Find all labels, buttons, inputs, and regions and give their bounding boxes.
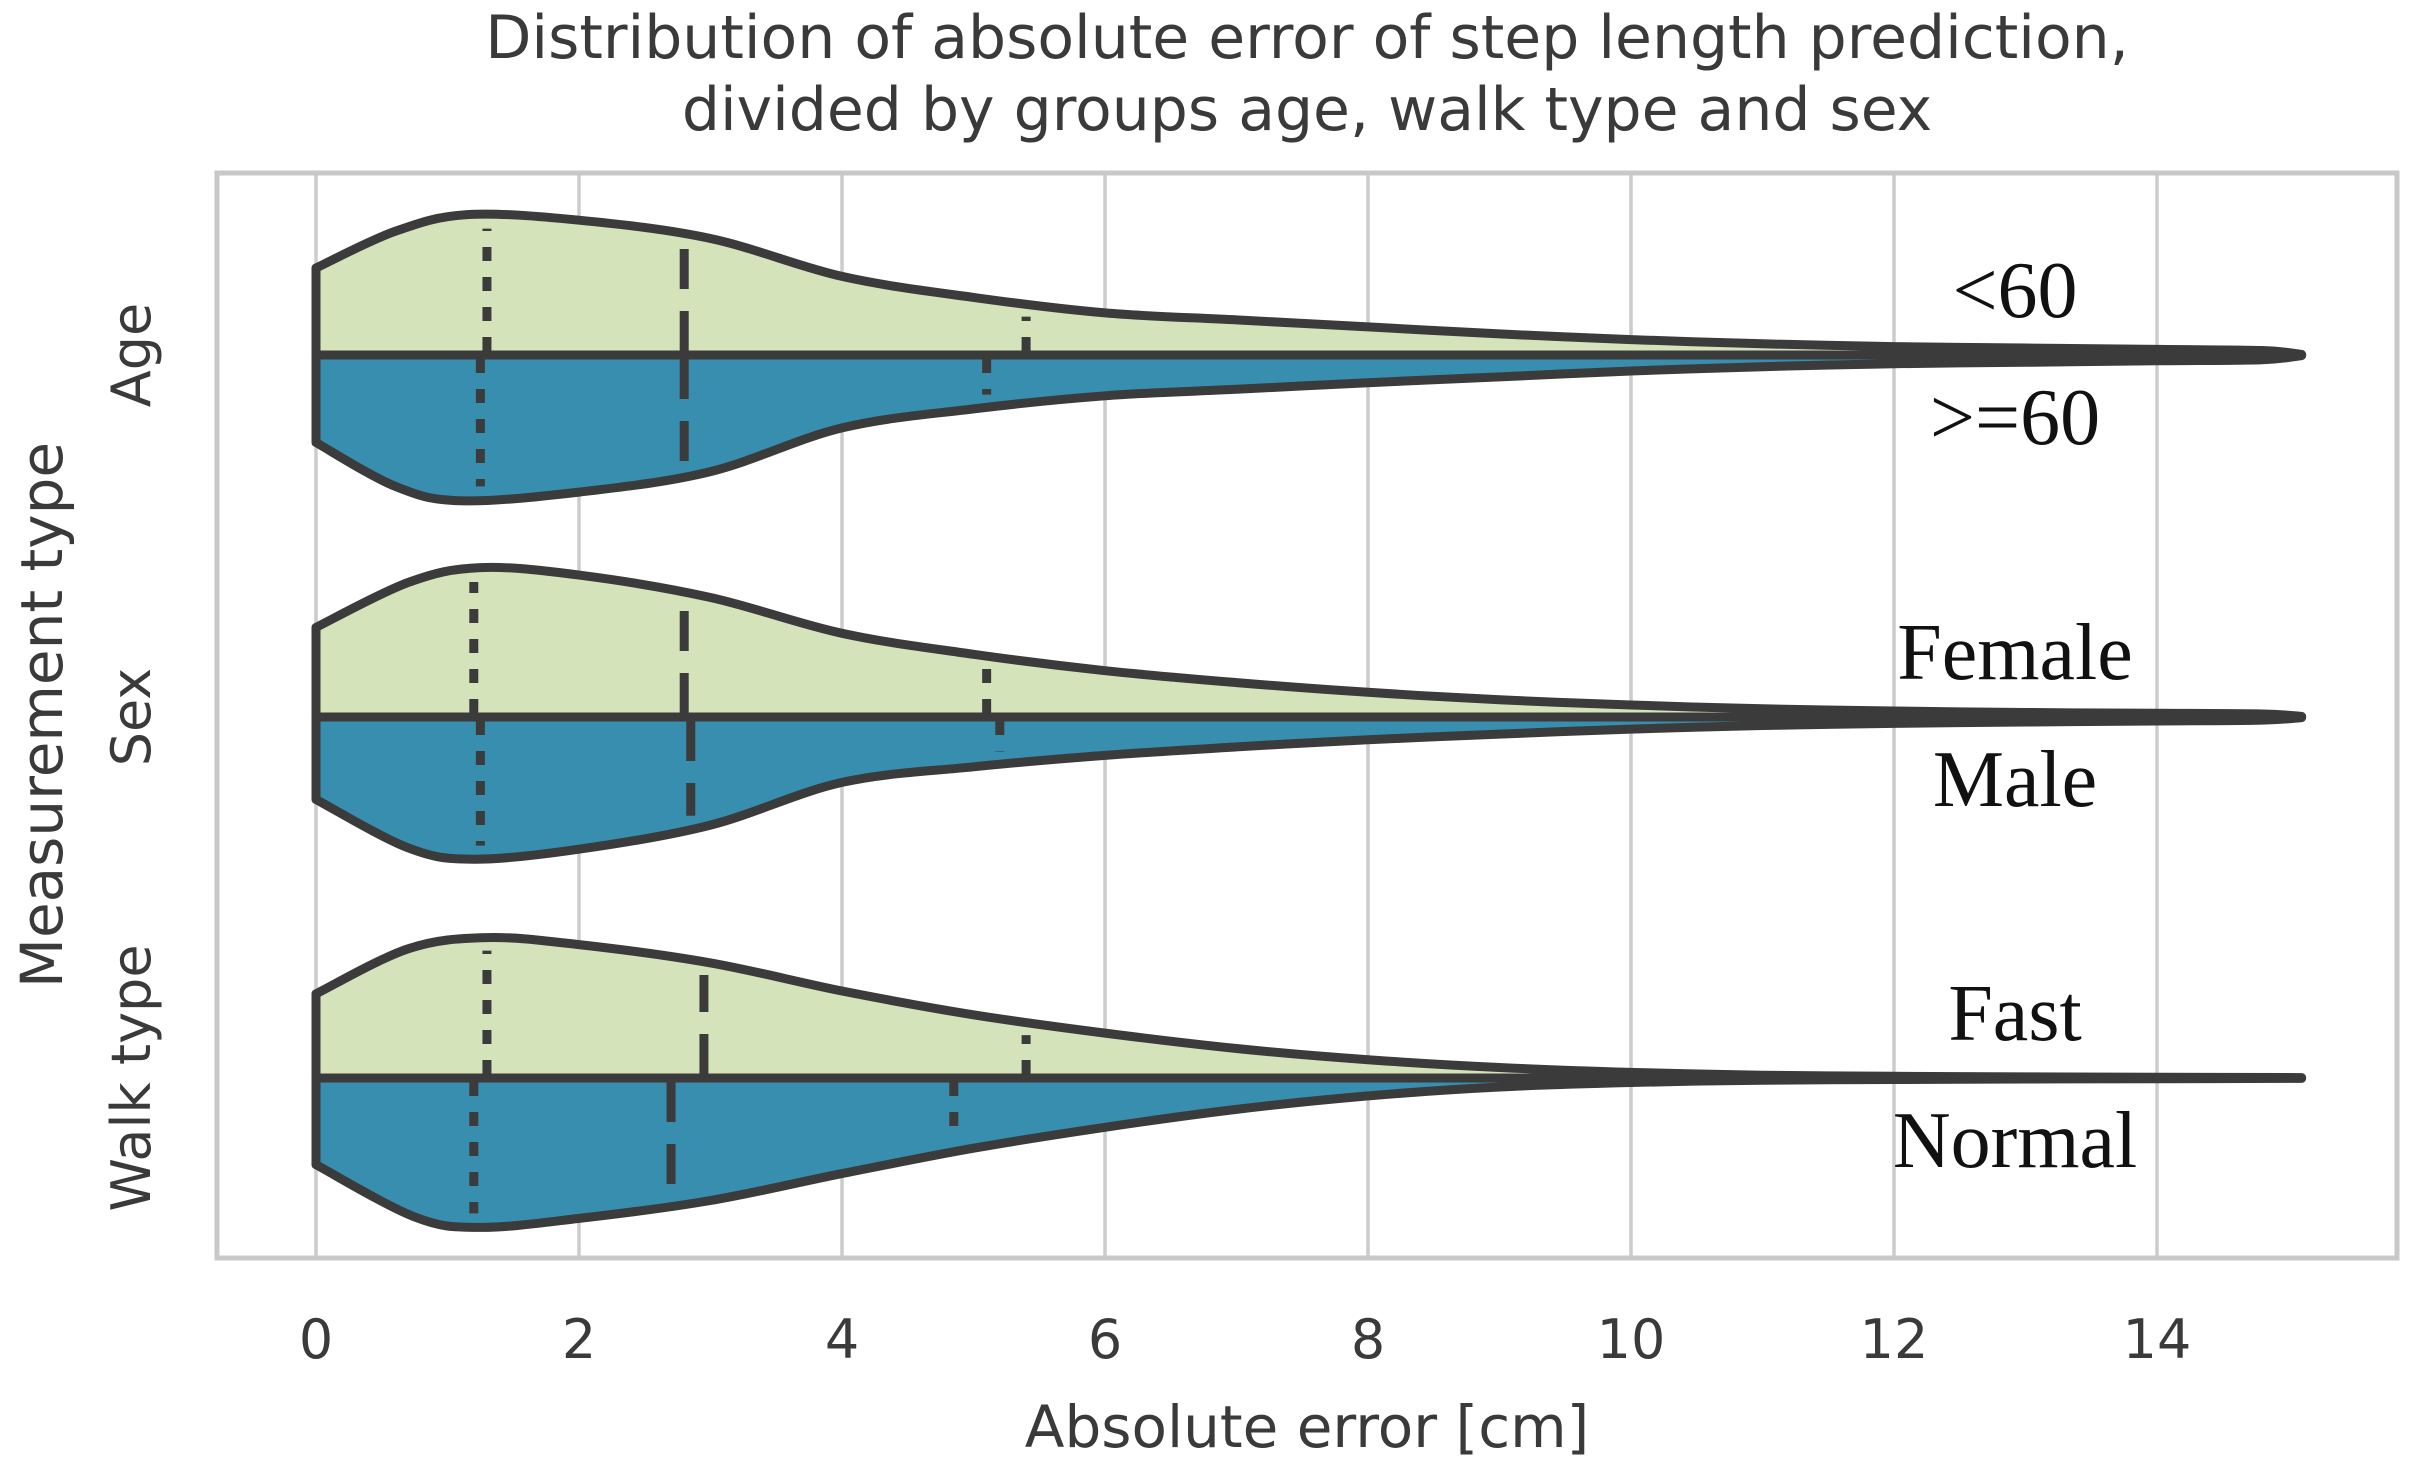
plot-border xyxy=(214,170,2400,1261)
x-tick-label: 2 xyxy=(562,1308,596,1371)
chart-title-line1: Distribution of absolute error of step l… xyxy=(485,3,2129,73)
violin-age-top xyxy=(311,209,2307,360)
x-tick-label: 10 xyxy=(1597,1308,1666,1371)
x-tick-label: 4 xyxy=(825,1308,859,1371)
x-tick-label: 6 xyxy=(1088,1308,1122,1371)
x-axis-label: Absolute error [cm] xyxy=(1025,1393,1589,1461)
violin-age-bottom xyxy=(311,350,2307,506)
y-tick-label: Sex xyxy=(100,668,163,767)
x-tick-label: 12 xyxy=(1860,1308,1929,1371)
violin-group-labels: <60 >=60 Female Male Fast Normal xyxy=(1893,247,2137,1185)
violin-walk-type-bottom xyxy=(311,1073,2307,1232)
x-tick-label: 8 xyxy=(1351,1308,1385,1371)
violin-group-label: <60 xyxy=(1952,247,2077,335)
y-axis-label: Measurement type xyxy=(8,442,76,988)
violin-group-label: Fast xyxy=(1948,970,2081,1058)
x-axis-ticks: 0 2 4 6 8 10 12 14 xyxy=(299,1308,2192,1371)
y-tick-label: Walk type xyxy=(100,944,163,1211)
y-tick-label: Age xyxy=(100,303,163,407)
x-tick-label: 14 xyxy=(2123,1308,2192,1371)
violin-group-label: Normal xyxy=(1893,1097,2137,1185)
violin-group-label: >=60 xyxy=(1930,374,2100,462)
violin-group-label: Male xyxy=(1933,736,2097,824)
y-axis-ticks: Age Sex Walk type xyxy=(100,303,163,1212)
violin-group-label: Female xyxy=(1897,609,2132,697)
x-tick-label: 0 xyxy=(299,1308,333,1371)
violin-sex-bottom xyxy=(311,712,2307,864)
chart-title-line2: divided by groups age, walk type and sex xyxy=(682,75,1932,145)
violin-layer xyxy=(311,209,2307,1232)
